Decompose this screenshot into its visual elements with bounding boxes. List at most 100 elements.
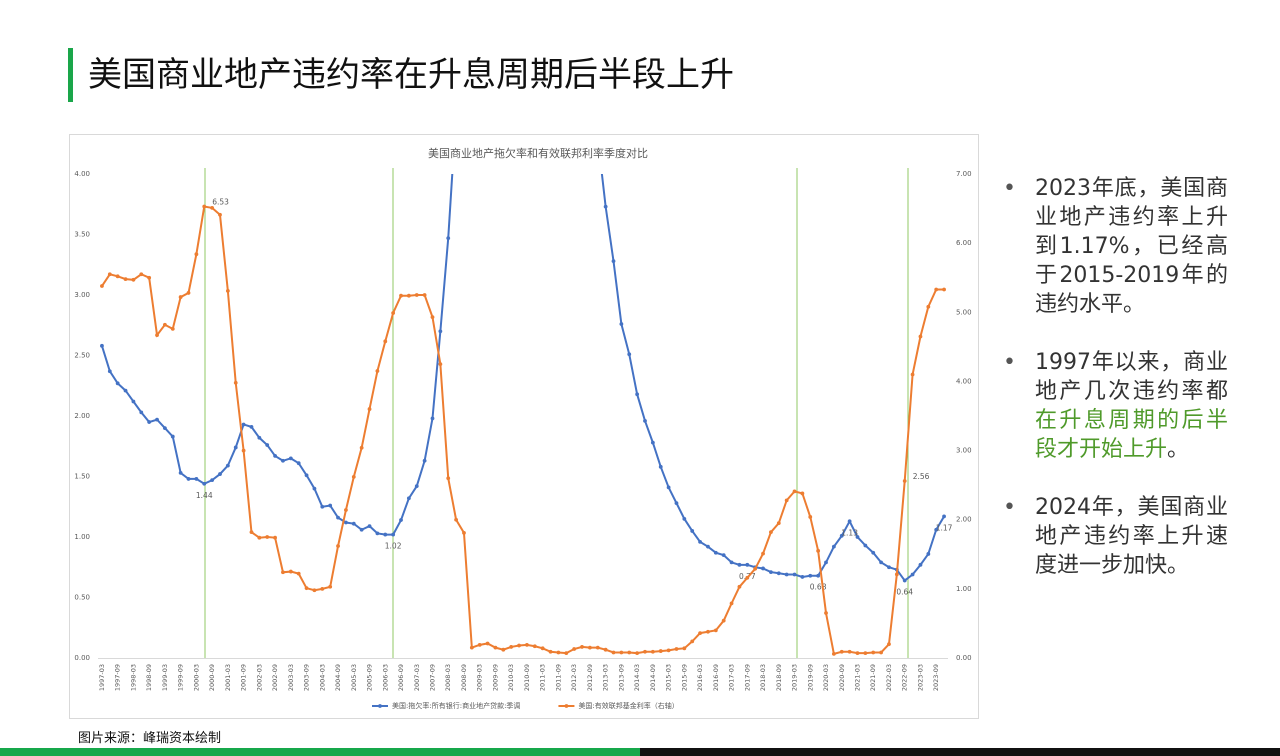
point xyxy=(800,491,805,496)
point xyxy=(839,533,844,538)
point xyxy=(155,417,159,422)
point xyxy=(776,521,781,526)
x-tick-label: 2012-03 xyxy=(570,664,578,691)
point xyxy=(202,204,207,209)
point xyxy=(155,333,159,338)
x-tick-label: 2020-03 xyxy=(822,664,830,691)
point xyxy=(619,650,624,655)
point xyxy=(674,647,679,651)
point xyxy=(627,352,632,357)
point xyxy=(265,443,270,447)
legend-swatch-marker xyxy=(378,704,382,708)
bullet-text: 1997年以来，商业地产几次违约率都 xyxy=(1035,350,1228,404)
point xyxy=(934,287,939,292)
point xyxy=(469,645,474,650)
x-tick-label: 2019-09 xyxy=(806,664,814,691)
point xyxy=(170,326,175,331)
point xyxy=(926,304,931,309)
x-tick-label: 2003-09 xyxy=(303,664,311,691)
x-tick-label: 2014-09 xyxy=(649,664,657,691)
point xyxy=(855,535,860,539)
y2-tick-label: 3.00 xyxy=(956,447,972,455)
point xyxy=(139,410,144,415)
point xyxy=(580,645,584,649)
point xyxy=(422,293,427,297)
point xyxy=(162,426,167,430)
x-tick-label: 2020-09 xyxy=(838,664,846,691)
source-note: 图片来源：峰瑞资本绘制 xyxy=(78,731,222,746)
point xyxy=(745,562,750,567)
point xyxy=(391,532,396,537)
point xyxy=(548,649,553,654)
point xyxy=(391,311,396,315)
point xyxy=(273,454,277,458)
y2-tick-label: 2.00 xyxy=(956,516,972,524)
data-label: 1.02 xyxy=(385,542,402,551)
point xyxy=(800,575,805,579)
point xyxy=(627,650,632,655)
x-tick-label: 2013-03 xyxy=(602,664,610,691)
x-tick-label: 2015-03 xyxy=(665,664,673,691)
x-tick-label: 2017-09 xyxy=(743,664,751,691)
point xyxy=(776,571,781,576)
point xyxy=(879,560,884,565)
point xyxy=(745,575,750,580)
point xyxy=(383,339,388,344)
point xyxy=(721,618,726,623)
point xyxy=(902,479,907,483)
point xyxy=(839,649,844,654)
point xyxy=(414,484,419,489)
data-label: 2.56 xyxy=(913,472,930,481)
point xyxy=(871,550,876,555)
chart-title: 美国商业地产拖欠率和有效联邦利率季度对比 xyxy=(428,146,648,160)
x-tick-label: 2005-09 xyxy=(366,664,374,691)
x-tick-label: 2023-09 xyxy=(932,664,940,691)
footer-bar xyxy=(640,748,1280,756)
point xyxy=(556,650,561,655)
title-accent xyxy=(68,48,73,102)
point xyxy=(587,645,592,650)
x-tick-label: 2008-09 xyxy=(460,664,468,691)
bullet: 1997年以来，商业地产几次违约率都在升息周期的后半段才开始上升。 xyxy=(1003,348,1228,464)
point xyxy=(320,504,325,509)
series xyxy=(100,204,946,656)
point xyxy=(831,544,836,549)
point xyxy=(233,380,238,385)
point xyxy=(737,562,742,567)
point xyxy=(249,424,254,429)
x-tick-label: 2018-09 xyxy=(775,664,783,691)
point xyxy=(304,586,309,591)
point xyxy=(296,461,301,466)
point xyxy=(328,503,333,508)
x-tick-label: 2007-03 xyxy=(413,664,421,691)
data-label: 0.64 xyxy=(896,588,913,597)
point xyxy=(784,572,789,577)
point xyxy=(186,477,191,481)
bullet: 2024年，美国商业地产违约率上升速度进一步加快。 xyxy=(1003,493,1228,580)
point xyxy=(926,552,931,556)
point xyxy=(918,562,923,567)
x-tick-label: 2011-09 xyxy=(554,664,562,691)
point xyxy=(107,369,112,374)
point xyxy=(713,550,718,555)
x-tick-label: 2004-03 xyxy=(318,664,326,691)
point xyxy=(218,212,222,217)
point xyxy=(147,420,152,424)
x-tick-label: 2011-03 xyxy=(539,664,547,691)
y-tick-label: 0.50 xyxy=(74,594,90,602)
x-tick-label: 2002-09 xyxy=(271,664,279,691)
point xyxy=(446,236,451,241)
x-tick-label: 2010-09 xyxy=(523,664,531,691)
point xyxy=(658,464,663,469)
x-tick-label: 1998-03 xyxy=(129,664,137,691)
x-tick-label: 2016-03 xyxy=(696,664,704,691)
point xyxy=(564,651,569,656)
point xyxy=(225,288,230,293)
point xyxy=(769,570,773,574)
y2-tick-label: 4.00 xyxy=(956,377,972,385)
point xyxy=(808,573,813,578)
point xyxy=(454,517,459,522)
legend-label: 美国:有效联邦基金利率（右轴） xyxy=(578,701,678,710)
point xyxy=(816,548,821,553)
point xyxy=(769,530,773,535)
